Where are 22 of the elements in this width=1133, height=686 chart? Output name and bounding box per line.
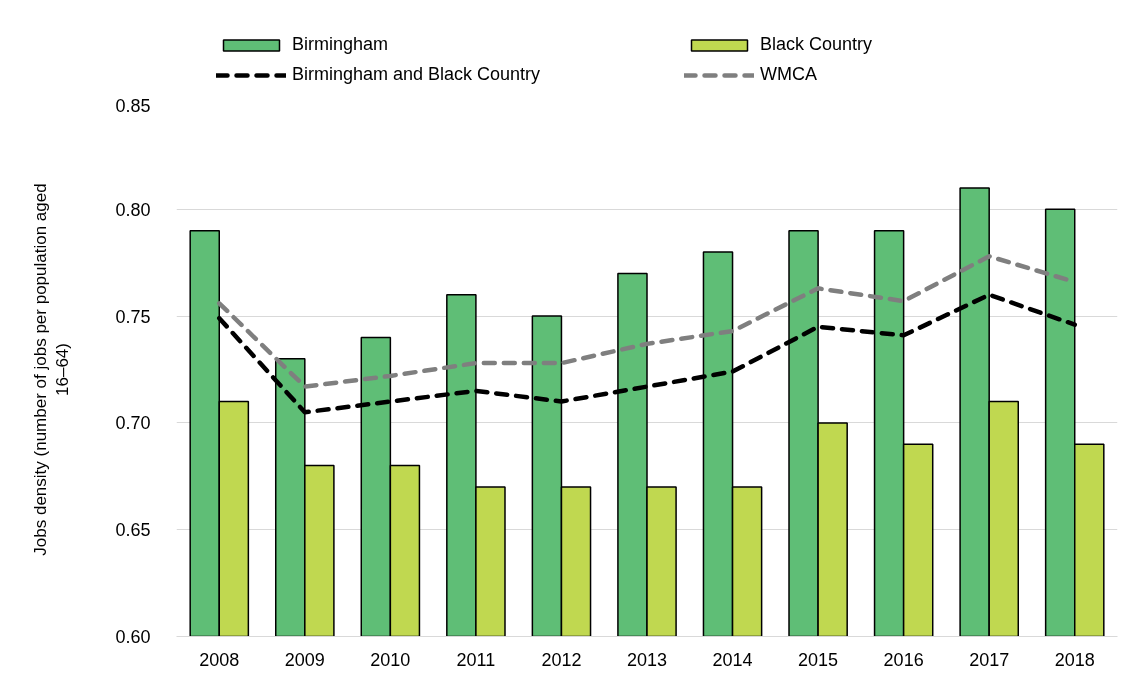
y-axis-title: Jobs density (number of jobs per population aged 16–64) <box>30 183 73 556</box>
x-tick-label: 2013 <box>626 649 668 670</box>
x-tick-label: 2018 <box>1054 649 1095 670</box>
legend-label: Birmingham and Black Country <box>292 64 542 85</box>
y-tick-label: 0.60 <box>115 627 151 647</box>
x-tick-label: 2011 <box>456 649 496 670</box>
x-tick-label: 2009 <box>284 649 325 670</box>
legend-label: Black Country <box>760 34 874 55</box>
y-tick-label: 0.85 <box>115 95 151 116</box>
y-tick-label: 0.75 <box>115 306 151 327</box>
x-tick-label: 2014 <box>712 649 753 670</box>
y-tick-label: 0.80 <box>115 199 151 220</box>
x-tick-label: 2017 <box>969 649 1010 670</box>
y-tick-label: 0.70 <box>115 413 151 434</box>
x-tick-label: 2008 <box>199 649 240 670</box>
x-tick-label: 2016 <box>883 649 924 670</box>
x-tick-label: 2010 <box>370 649 411 670</box>
x-tick-label: 2012 <box>541 649 582 670</box>
legend-label: WMCA <box>760 64 818 85</box>
legend-label: Birmingham <box>292 34 390 55</box>
y-tick-label: 0.65 <box>115 520 151 541</box>
x-tick-label: 2015 <box>798 649 839 670</box>
